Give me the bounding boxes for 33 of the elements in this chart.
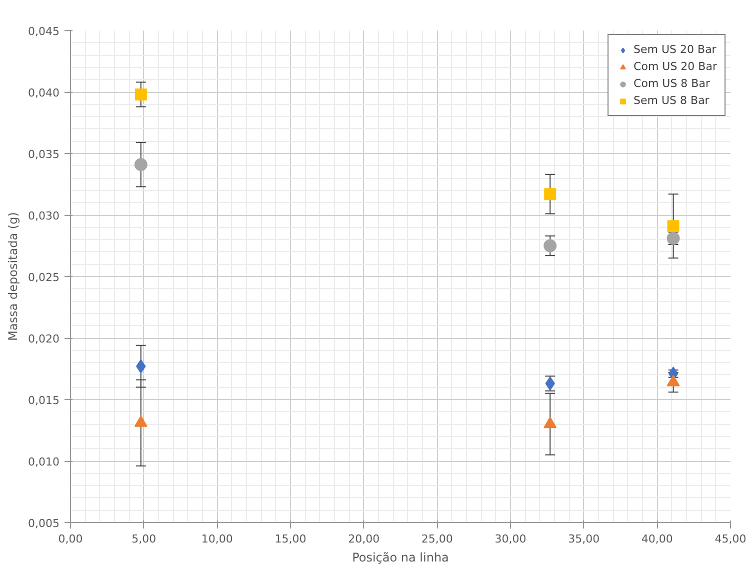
x-tick-label: 0,00: [58, 532, 83, 546]
y-tick-label: 0,045: [28, 25, 60, 38]
y-tick-label: 0,025: [28, 271, 60, 284]
x-tick-label: 35,00: [568, 532, 600, 546]
y-tick-label: 0,020: [28, 332, 60, 346]
x-tick-label: 45,00: [714, 532, 746, 546]
y-axis-title: Massa depositada (g): [6, 212, 20, 341]
y-tick-label: 0,005: [28, 517, 60, 530]
legend-label: Com US 20 Bar: [634, 60, 717, 73]
point: [134, 415, 148, 427]
x-tick-label: 5,00: [132, 532, 156, 546]
point: [544, 416, 557, 428]
y-tick-label: 0,040: [28, 86, 60, 100]
x-tick-label: 10,00: [201, 532, 233, 546]
legend-label: Sem US 8 Bar: [634, 94, 710, 107]
point: [544, 188, 556, 200]
x-tick-label: 30,00: [494, 532, 526, 546]
y-tick-label: 0,030: [28, 210, 60, 222]
y-tick-label: 0,035: [28, 148, 60, 161]
point: [666, 374, 680, 386]
x-tick-label: 20,00: [348, 532, 380, 546]
x-tick-label: 15,00: [274, 532, 306, 546]
x-tick-label: 40,00: [641, 532, 673, 546]
point: [544, 239, 557, 252]
point: [134, 158, 148, 172]
legend-label: Com US 8 Bar: [634, 77, 710, 90]
y-tick-label: 0,010: [28, 456, 60, 468]
legend-label: Sem US 20 Bar: [634, 43, 716, 56]
point: [134, 88, 147, 100]
x-tick-label: 25,00: [421, 532, 453, 546]
y-tick-label: 0,015: [28, 394, 60, 407]
x-axis-title: Posição na linha: [352, 550, 449, 564]
point: [667, 220, 680, 232]
